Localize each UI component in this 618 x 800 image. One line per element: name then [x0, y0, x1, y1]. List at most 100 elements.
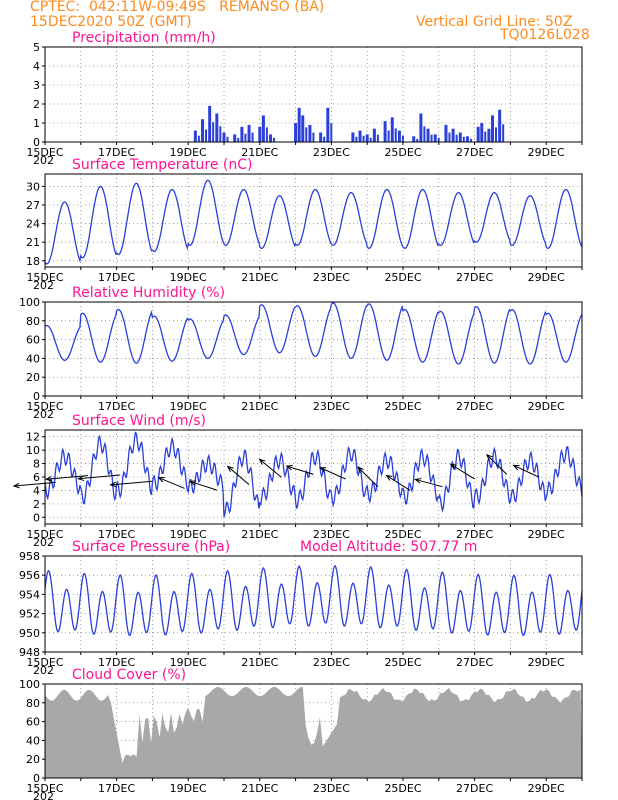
x-tick-label: 25DEC: [384, 656, 421, 669]
y-tick-label: 60: [26, 334, 40, 347]
panel-temperature: [42, 173, 583, 270]
y-tick-label: 20: [26, 371, 40, 384]
precip-bar: [269, 134, 273, 142]
y-tick-label: 21: [26, 236, 40, 249]
y-tick-label: 6: [33, 471, 40, 484]
x-tick-label: 27DEC: [456, 656, 493, 669]
x-tick-label: 23DEC: [313, 656, 350, 669]
y-tick-label: 0: [33, 511, 40, 524]
y-tick-label: 24: [26, 218, 40, 231]
precip-bar: [462, 136, 465, 142]
precip-bar: [419, 113, 423, 142]
precip-bar: [455, 134, 458, 142]
y-tick-label: 80: [26, 315, 40, 328]
wind-vector-head: [414, 478, 422, 484]
wind-vector-head: [77, 475, 85, 482]
station-line: CPTEC: 042:11W-09:49S REMANSO (BA): [30, 0, 325, 15]
precip-bar: [376, 134, 379, 142]
precip-bar: [301, 115, 305, 142]
precip-bar: [476, 126, 480, 142]
series-line-temperature: [44, 179, 583, 265]
precip-bar: [312, 132, 315, 142]
wind-vector: [450, 463, 475, 480]
precip-bar: [251, 132, 254, 142]
precip-bar: [433, 134, 437, 142]
y-tick-label: 0: [33, 390, 40, 403]
x-tick-label: 19DEC: [170, 400, 207, 413]
precip-bar: [365, 134, 369, 142]
x-tick-label: 29DEC: [528, 146, 565, 159]
x-tick-label: 27DEC: [456, 528, 493, 541]
panel-title: Precipitation (mm/h): [72, 30, 216, 46]
panel-frame: [44, 46, 583, 143]
x-tick-label: 25DEC: [384, 146, 421, 159]
panel-frame: [44, 555, 583, 653]
year-fragment: 202: [33, 154, 54, 167]
precip-bar: [308, 124, 312, 142]
wind-vector-head: [12, 482, 20, 489]
y-tick-label: 948: [19, 646, 40, 659]
y-tick-label: 958: [19, 550, 40, 563]
x-tick-label: 21DEC: [241, 400, 278, 413]
precip-bar: [233, 134, 237, 142]
year-fragment: 202: [33, 536, 54, 549]
year-fragment: 202: [33, 664, 54, 677]
wind-vector-head: [157, 477, 165, 483]
x-tick-label: 23DEC: [313, 400, 350, 413]
precip-bar: [369, 137, 372, 142]
wind-vector: [13, 481, 56, 487]
x-tick-label: 17DEC: [98, 528, 135, 541]
panel-pressure: [42, 555, 583, 655]
wind-vector: [110, 480, 153, 486]
wind-vector-head: [512, 464, 520, 471]
x-tick-label: 17DEC: [98, 656, 135, 669]
precip-bar: [487, 128, 491, 142]
precip-bar: [401, 135, 404, 142]
precip-bar: [273, 137, 276, 142]
precip-bar: [397, 130, 401, 142]
wind-vector: [286, 465, 314, 475]
series-line-humidity: [44, 302, 583, 365]
y-tick-label: 4: [33, 484, 40, 497]
precip-bar: [319, 132, 323, 142]
y-tick-label: 40: [26, 352, 40, 365]
year-fragment: 202: [33, 279, 54, 292]
precip-bar: [258, 126, 262, 142]
precip-bar: [430, 134, 433, 142]
y-tick-label: 954: [19, 588, 40, 601]
wind-vector: [46, 475, 89, 480]
x-tick-label: 25DEC: [384, 528, 421, 541]
wind-vector-head: [226, 465, 234, 473]
precip-bar: [193, 130, 197, 142]
y-tick-label: 80: [26, 697, 40, 710]
wind-vector-head: [485, 453, 493, 461]
precip-bar: [390, 117, 394, 142]
x-tick-label: 29DEC: [528, 271, 565, 284]
x-tick-label: 25DEC: [384, 782, 421, 795]
wind-vector-head: [188, 480, 197, 486]
y-tick-label: 40: [26, 734, 40, 747]
panel-frame: [44, 683, 583, 779]
wind-vector-head: [258, 458, 266, 465]
y-tick-label: 20: [26, 753, 40, 766]
panel-title: Cloud Cover (%): [72, 667, 186, 683]
precip-bar: [294, 123, 298, 142]
wind-vector-head: [109, 481, 117, 488]
panel-humidity: [42, 301, 583, 399]
precip-bar: [358, 130, 362, 142]
x-tick-label: 15DEC: [26, 146, 63, 159]
x-tick-label: 29DEC: [528, 400, 565, 413]
precip-bar: [237, 137, 240, 142]
precip-bar: [326, 107, 330, 142]
precip-bar: [465, 136, 469, 142]
y-tick-label: 10: [26, 444, 40, 457]
x-tick-label: 19DEC: [170, 146, 207, 159]
precip-bar: [437, 137, 440, 142]
precip-bar: [383, 121, 387, 142]
y-tick-label: 952: [19, 608, 40, 621]
precip-bar: [444, 124, 448, 142]
x-tick-label: 27DEC: [456, 400, 493, 413]
precip-bar: [372, 128, 376, 142]
precip-bar: [484, 131, 487, 142]
